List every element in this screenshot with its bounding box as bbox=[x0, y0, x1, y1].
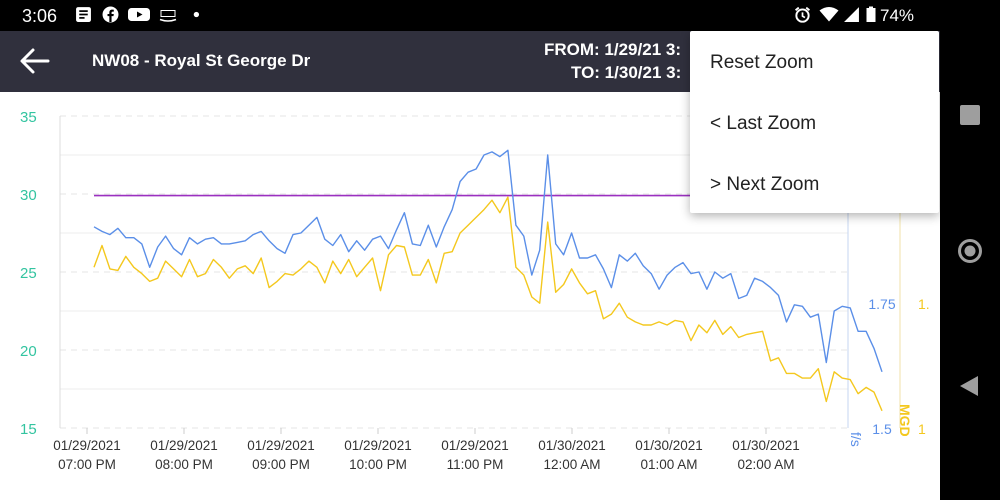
status-time: 3:06 bbox=[22, 6, 58, 26]
status-bar: 3:06 74% bbox=[0, 0, 940, 31]
circle-icon bbox=[958, 239, 982, 263]
right-tick-label-fs: 1.75 bbox=[868, 296, 895, 312]
range-from[interactable]: FROM: 1/29/21 3: bbox=[544, 40, 681, 59]
range-to[interactable]: TO: 1/30/21 3: bbox=[571, 63, 682, 82]
battery-percent: 74% bbox=[880, 6, 915, 25]
square-icon bbox=[960, 105, 980, 125]
back-nav-button[interactable] bbox=[958, 374, 980, 398]
navigation-bar bbox=[940, 0, 1000, 500]
triangle-icon bbox=[960, 376, 978, 396]
menu-item-reset-zoom[interactable]: Reset Zoom bbox=[710, 52, 814, 73]
x-tick-date: 01/29/2021 bbox=[150, 438, 218, 453]
back-button[interactable] bbox=[18, 46, 52, 76]
message-icon bbox=[76, 7, 91, 22]
overview-button[interactable] bbox=[959, 104, 981, 126]
x-tick-time: 11:00 PM bbox=[447, 457, 504, 472]
page-title: NW08 - Royal St George Dr bbox=[92, 51, 311, 70]
x-tick-time: 01:00 AM bbox=[640, 457, 697, 472]
left-tick-label: 35 bbox=[20, 109, 37, 126]
right-tick-label-mgd: 1 bbox=[918, 421, 926, 437]
x-tick-date: 01/29/2021 bbox=[344, 438, 412, 453]
arrow-left-icon bbox=[20, 48, 50, 74]
velocity-series-line bbox=[93, 149, 883, 373]
flow-series-line bbox=[93, 196, 883, 412]
right-tick-label-fs: 1.5 bbox=[872, 421, 892, 437]
menu-item-last-zoom[interactable]: < Last Zoom bbox=[710, 113, 817, 134]
x-tick-date: 01/30/2021 bbox=[538, 438, 606, 453]
x-tick-time: 10:00 PM bbox=[349, 457, 407, 472]
x-tick-time: 02:00 AM bbox=[737, 457, 794, 472]
dot-icon bbox=[193, 11, 200, 18]
x-tick-time: 12:00 AM bbox=[543, 457, 600, 472]
left-tick-label: 20 bbox=[20, 343, 37, 360]
amazon-photos-icon bbox=[159, 10, 177, 22]
x-tick-time: 08:00 PM bbox=[155, 457, 213, 472]
x-tick-date: 01/29/2021 bbox=[441, 438, 509, 453]
youtube-icon bbox=[128, 8, 150, 21]
left-tick-label: 15 bbox=[20, 421, 37, 438]
cell-signal-icon bbox=[844, 7, 859, 22]
facebook-icon bbox=[102, 6, 119, 23]
alarm-icon bbox=[794, 6, 811, 23]
left-tick-label: 30 bbox=[20, 187, 37, 204]
x-tick-time: 07:00 PM bbox=[58, 457, 116, 472]
x-tick-date: 01/29/2021 bbox=[53, 438, 121, 453]
battery-icon bbox=[866, 6, 876, 22]
home-button[interactable] bbox=[957, 238, 983, 264]
left-tick-label: 25 bbox=[20, 265, 37, 282]
right-axis-label-mgd: MGD bbox=[897, 404, 913, 437]
x-tick-date: 01/30/2021 bbox=[635, 438, 703, 453]
menu-item-next-zoom[interactable]: > Next Zoom bbox=[710, 174, 820, 195]
wifi-icon bbox=[819, 7, 839, 22]
x-tick-date: 01/29/2021 bbox=[247, 438, 315, 453]
x-tick-time: 09:00 PM bbox=[252, 457, 310, 472]
zoom-menu: Reset Zoom < Last Zoom > Next Zoom bbox=[690, 31, 939, 213]
x-tick-date: 01/30/2021 bbox=[732, 438, 800, 453]
right-axis-label-fs: f/s bbox=[848, 432, 864, 447]
right-tick-label-mgd: 1. bbox=[918, 296, 930, 312]
